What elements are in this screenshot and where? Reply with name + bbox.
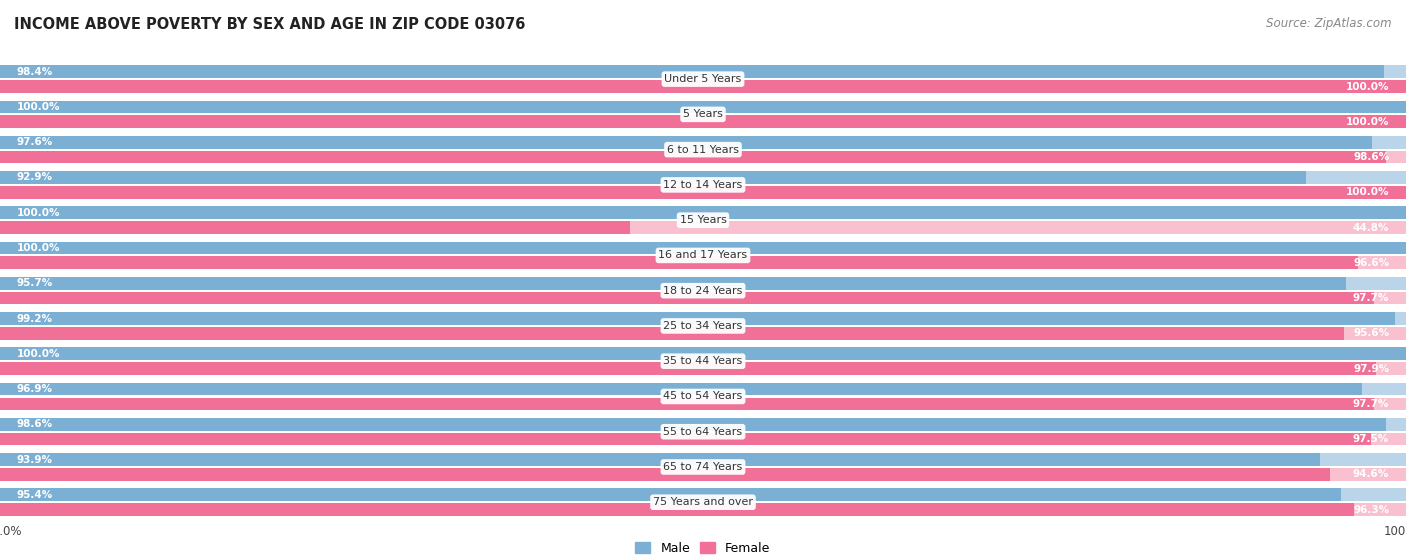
Text: 97.7%: 97.7% (1353, 293, 1389, 303)
Text: 98.6%: 98.6% (1353, 152, 1389, 162)
Text: 16 and 17 Years: 16 and 17 Years (658, 250, 748, 260)
Bar (0, 65, 1384, 78)
Text: 98.6%: 98.6% (17, 419, 53, 429)
Bar (0, 206, 1406, 219)
Text: 100.0%: 100.0% (17, 349, 60, 359)
Legend: Male, Female: Male, Female (636, 542, 770, 555)
Text: 44.8%: 44.8% (1353, 222, 1389, 233)
Bar (0, 433, 1406, 446)
Text: 15 Years: 15 Years (679, 215, 727, 225)
Bar (0, 489, 1341, 501)
Bar (0, 171, 1306, 184)
Text: 25 to 34 Years: 25 to 34 Years (664, 321, 742, 331)
Bar (0, 257, 1406, 269)
Bar (0, 362, 1376, 375)
Bar (0, 241, 1406, 254)
Bar (0, 348, 1406, 360)
Text: 95.6%: 95.6% (1353, 328, 1389, 338)
Bar (0, 206, 1406, 219)
Text: 97.9%: 97.9% (1353, 363, 1389, 373)
Bar (0, 327, 1344, 340)
Bar (0, 348, 1406, 360)
Bar (0, 221, 630, 234)
Bar (0, 101, 1406, 113)
Bar (0, 186, 1406, 198)
Bar (0, 186, 1406, 198)
Bar (0, 383, 1406, 395)
Text: 6 to 11 Years: 6 to 11 Years (666, 145, 740, 155)
Bar (0, 277, 1346, 290)
Bar (0, 151, 1386, 163)
Text: 100.0%: 100.0% (1346, 187, 1389, 197)
Bar (0, 241, 1406, 254)
Bar (0, 468, 1406, 481)
Bar (0, 397, 1374, 410)
Bar (0, 489, 1406, 501)
Text: 12 to 14 Years: 12 to 14 Years (664, 180, 742, 190)
Text: 35 to 44 Years: 35 to 44 Years (664, 356, 742, 366)
Bar (0, 80, 1406, 93)
Bar (0, 397, 1406, 410)
Bar (0, 503, 1354, 516)
Text: 94.6%: 94.6% (1353, 470, 1389, 480)
Text: 96.6%: 96.6% (1353, 258, 1389, 268)
Text: 95.7%: 95.7% (17, 278, 53, 288)
Text: 5 Years: 5 Years (683, 110, 723, 120)
Text: 100.0%: 100.0% (1346, 117, 1389, 127)
Text: 95.4%: 95.4% (17, 490, 53, 500)
Text: 100.0%: 100.0% (1346, 82, 1389, 92)
Bar (0, 433, 1371, 446)
Bar (0, 503, 1406, 516)
Bar (0, 312, 1395, 325)
Text: 55 to 64 Years: 55 to 64 Years (664, 427, 742, 437)
Bar (0, 292, 1374, 305)
Text: Source: ZipAtlas.com: Source: ZipAtlas.com (1267, 17, 1392, 30)
Bar (0, 116, 1406, 128)
Text: 97.7%: 97.7% (1353, 399, 1389, 409)
Bar (0, 468, 1330, 481)
Text: 97.5%: 97.5% (1353, 434, 1389, 444)
Bar (0, 221, 1406, 234)
Bar (0, 80, 1406, 93)
Text: 96.3%: 96.3% (1353, 505, 1389, 515)
Text: 100.0%: 100.0% (17, 243, 60, 253)
Text: INCOME ABOVE POVERTY BY SEX AND AGE IN ZIP CODE 03076: INCOME ABOVE POVERTY BY SEX AND AGE IN Z… (14, 17, 526, 32)
Text: 96.9%: 96.9% (17, 384, 53, 394)
Bar (0, 116, 1406, 128)
Bar (0, 257, 1358, 269)
Bar (0, 277, 1406, 290)
Text: 97.6%: 97.6% (17, 138, 53, 147)
Bar (0, 171, 1406, 184)
Text: 75 Years and over: 75 Years and over (652, 498, 754, 507)
Text: 100.0%: 100.0% (17, 102, 60, 112)
Bar (0, 136, 1406, 149)
Bar (0, 151, 1406, 163)
Text: 92.9%: 92.9% (17, 173, 53, 182)
Bar (0, 65, 1406, 78)
Bar (0, 327, 1406, 340)
Bar (0, 383, 1362, 395)
Text: 100.0%: 100.0% (17, 208, 60, 218)
Text: 45 to 54 Years: 45 to 54 Years (664, 391, 742, 401)
Text: Under 5 Years: Under 5 Years (665, 74, 741, 84)
Text: 98.4%: 98.4% (17, 67, 53, 77)
Bar (0, 418, 1406, 430)
Bar (0, 362, 1406, 375)
Bar (0, 312, 1406, 325)
Bar (0, 101, 1406, 113)
Bar (0, 453, 1406, 466)
Bar (0, 453, 1320, 466)
Bar (0, 292, 1406, 305)
Text: 65 to 74 Years: 65 to 74 Years (664, 462, 742, 472)
Bar (0, 136, 1372, 149)
Text: 99.2%: 99.2% (17, 314, 53, 324)
Text: 93.9%: 93.9% (17, 454, 53, 465)
Text: 18 to 24 Years: 18 to 24 Years (664, 286, 742, 296)
Bar (0, 418, 1386, 430)
